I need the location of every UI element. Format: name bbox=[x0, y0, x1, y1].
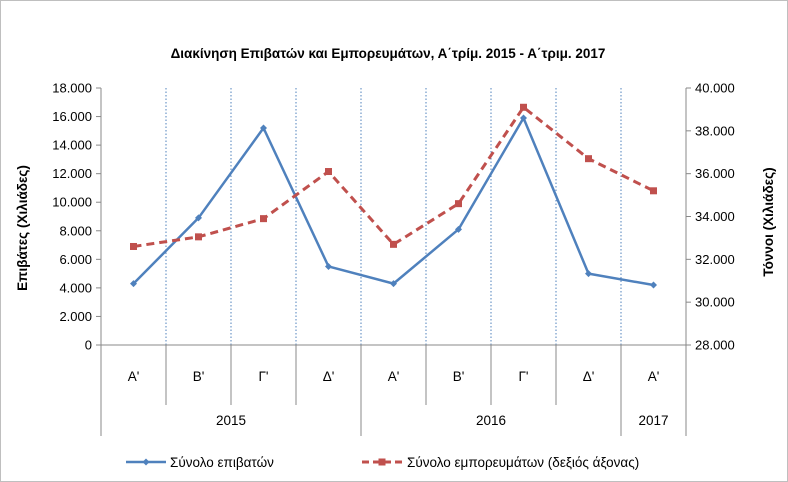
year-label: 2016 bbox=[476, 413, 506, 428]
y-tick-label: 0 bbox=[85, 338, 92, 353]
year-label: 2017 bbox=[638, 413, 668, 428]
x-tick-label: Α' bbox=[648, 369, 660, 384]
y2-tick-label: 40.000 bbox=[695, 81, 735, 96]
labels: 0 2.000 4.000 6.000 8.000 10.000 12.000 14.000 1… bbox=[52, 81, 735, 429]
data-point bbox=[130, 242, 137, 250]
x-tick-label: Β' bbox=[193, 369, 205, 384]
series bbox=[130, 103, 657, 289]
x-tick-label: Γ' bbox=[518, 369, 528, 384]
data-point bbox=[195, 233, 202, 241]
x-tick-label: Δ' bbox=[583, 369, 595, 384]
y2-axis-title: Τόννοι (Χιλιάδες) bbox=[761, 167, 776, 276]
data-point bbox=[130, 280, 137, 288]
data-point bbox=[390, 240, 397, 248]
legend: Σύνολο επιβατών Σύνολο εμπορευμάτων (δεξι… bbox=[126, 455, 639, 470]
y-tick-label: 18.000 bbox=[52, 81, 92, 96]
x-tick-label: Δ' bbox=[323, 369, 335, 384]
x-tick-label: Α' bbox=[388, 369, 400, 384]
legend-label: Σύνολο εμπορευμάτων (δεξιός άξονας) bbox=[407, 455, 639, 470]
data-point bbox=[195, 214, 202, 222]
x-tick-label: Α' bbox=[128, 369, 140, 384]
series-line-2 bbox=[133, 105, 655, 248]
data-point bbox=[650, 187, 657, 195]
legend-marker bbox=[378, 458, 386, 466]
legend-marker bbox=[142, 458, 150, 466]
data-point bbox=[520, 103, 527, 111]
gridlines bbox=[165, 88, 622, 345]
y-tick-label: 10.000 bbox=[52, 195, 92, 210]
data-point bbox=[455, 200, 462, 208]
chart-title: Διακίνηση Επιβατών και Εμπορευμάτων, Α΄τ… bbox=[171, 46, 606, 61]
data-point bbox=[585, 270, 592, 278]
y-axis-title: Επιβάτες (Χιλιάδες) bbox=[15, 165, 30, 291]
y-tick-label: 12.000 bbox=[52, 166, 92, 181]
axes bbox=[96, 87, 691, 436]
y-tick-label: 4.000 bbox=[59, 280, 92, 295]
data-point bbox=[260, 124, 267, 132]
data-point bbox=[390, 280, 397, 288]
y2-tick-label: 28.000 bbox=[695, 338, 735, 353]
legend-label: Σύνολο επιβατών bbox=[170, 455, 274, 470]
y-tick-label: 8.000 bbox=[59, 223, 92, 238]
y-tick-label: 16.000 bbox=[52, 109, 92, 124]
y2-tick-label: 32.000 bbox=[695, 252, 735, 267]
y2-tick-label: 36.000 bbox=[695, 166, 735, 181]
data-point bbox=[585, 155, 592, 163]
data-point bbox=[325, 168, 332, 176]
x-tick-label: Β' bbox=[453, 369, 465, 384]
y2-tick-label: 34.000 bbox=[695, 209, 735, 224]
data-point bbox=[455, 225, 462, 233]
y-tick-label: 2.000 bbox=[59, 309, 92, 324]
data-point bbox=[325, 262, 332, 270]
y-tick-label: 6.000 bbox=[59, 252, 92, 267]
y-tick-label: 14.000 bbox=[52, 138, 92, 153]
y2-tick-label: 30.000 bbox=[695, 295, 735, 310]
year-label: 2015 bbox=[216, 413, 246, 428]
y2-tick-label: 38.000 bbox=[695, 123, 735, 138]
data-point bbox=[650, 281, 657, 289]
x-tick-label: Γ' bbox=[258, 369, 268, 384]
data-point bbox=[520, 114, 527, 122]
data-point bbox=[260, 215, 267, 223]
